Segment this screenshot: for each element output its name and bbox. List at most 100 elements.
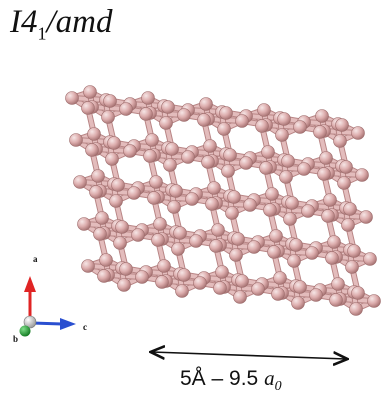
atom-sphere — [141, 91, 155, 105]
atom-sphere — [213, 281, 227, 295]
atom-sphere — [367, 294, 381, 308]
atom-sphere — [221, 164, 235, 178]
atom-sphere — [197, 113, 211, 127]
scale-unit-sub: 0 — [274, 379, 282, 395]
atom-sphere — [281, 154, 295, 168]
atom-sphere — [267, 245, 281, 259]
atom-sphere — [219, 106, 233, 120]
atom-sphere — [163, 158, 177, 172]
atom-sphere — [165, 142, 179, 156]
atom-sphere — [73, 175, 87, 189]
atom-sphere — [167, 200, 181, 214]
axis-origin-sphere — [23, 315, 37, 329]
atom-sphere — [329, 293, 343, 307]
atom-sphere — [99, 253, 113, 267]
atom-sphere — [85, 143, 99, 157]
atom-sphere — [123, 144, 137, 158]
atom-sphere — [143, 149, 157, 163]
atom-sphere — [115, 220, 129, 234]
atom-sphere — [135, 270, 149, 284]
atom-sphere — [319, 151, 333, 165]
atom-sphere — [359, 210, 373, 224]
c-axis-arrow-shaft — [31, 321, 63, 326]
atom-sphere — [181, 150, 195, 164]
b-axis-sphere — [19, 325, 31, 337]
atom-sphere — [263, 203, 277, 217]
atom-sphere — [151, 233, 165, 247]
atom-sphere — [261, 145, 275, 159]
atom-sphere — [203, 139, 217, 153]
atom-sphere — [275, 128, 289, 142]
atom-sphere — [145, 133, 159, 147]
atom-sphere — [247, 240, 261, 254]
title-main: I4 — [10, 4, 38, 40]
atom-sphere — [177, 108, 191, 122]
atom-sphere — [333, 134, 347, 148]
atom-sphere — [279, 170, 293, 184]
atom-sphere — [287, 254, 301, 268]
atom-sphere — [313, 125, 327, 139]
atom-sphere — [81, 259, 95, 273]
space-group-title: I41/amd — [10, 4, 113, 45]
atom-sphere — [285, 196, 299, 210]
atom-sphere — [355, 168, 369, 182]
atom-sphere — [161, 100, 175, 114]
atom-sphere — [119, 262, 133, 276]
atom-sphere — [107, 136, 121, 150]
atom-sphere — [185, 192, 199, 206]
atom-sphere — [277, 112, 291, 126]
atom-sphere — [149, 175, 163, 189]
atom-sphere — [309, 288, 323, 302]
atom-sphere — [349, 302, 363, 316]
atom-sphere — [155, 275, 169, 289]
atom-sphere — [341, 218, 355, 232]
atom-sphere — [231, 232, 245, 246]
scale-text: 5Å – 9.5 — [180, 367, 265, 390]
atom-sphere — [173, 226, 187, 240]
atom-sphere — [331, 277, 345, 291]
atom-sphere — [117, 278, 131, 292]
atom-sphere — [169, 184, 183, 198]
atom-sphere — [77, 217, 91, 231]
atom-sphere — [81, 101, 95, 115]
atom-sphere — [293, 280, 307, 294]
atom-sphere — [87, 127, 101, 141]
atom-sphere — [289, 238, 303, 252]
atom-sphere — [283, 212, 297, 226]
atom-sphere — [175, 284, 189, 298]
atom-sphere — [91, 169, 105, 183]
atom-sphere — [225, 206, 239, 220]
atom-sphere — [97, 269, 111, 283]
atom-sphere — [209, 239, 223, 253]
atom-sphere — [325, 251, 339, 265]
atom-sphere — [265, 187, 279, 201]
b-axis-label: b — [13, 334, 18, 344]
atom-sphere — [101, 110, 115, 124]
atom-sphere — [177, 268, 191, 282]
atom-sphere — [301, 204, 315, 218]
atom-sphere — [351, 126, 365, 140]
atom-sphere — [229, 248, 243, 262]
atom-sphere — [243, 198, 257, 212]
atom-sphere — [211, 223, 225, 237]
atom-sphere — [201, 155, 215, 169]
atom-sphere — [223, 148, 237, 162]
atom-sphere — [109, 194, 123, 208]
atom-sphere — [339, 160, 353, 174]
a-axis-label: a — [33, 254, 38, 264]
atom-sphere — [305, 246, 319, 260]
atom-sphere — [215, 265, 229, 279]
atom-sphere — [291, 296, 305, 310]
atom-sphere — [233, 290, 247, 304]
atom-sphere — [347, 244, 361, 258]
atom-sphere — [257, 103, 271, 117]
atom-sphere — [113, 236, 127, 250]
atom-sphere — [239, 156, 253, 170]
atom-sphere — [351, 286, 365, 300]
atom-sphere — [337, 176, 351, 190]
atom-sphere — [127, 186, 141, 200]
atom-sphere — [271, 287, 285, 301]
atom-sphere — [103, 94, 117, 108]
atom-sphere — [321, 209, 335, 223]
